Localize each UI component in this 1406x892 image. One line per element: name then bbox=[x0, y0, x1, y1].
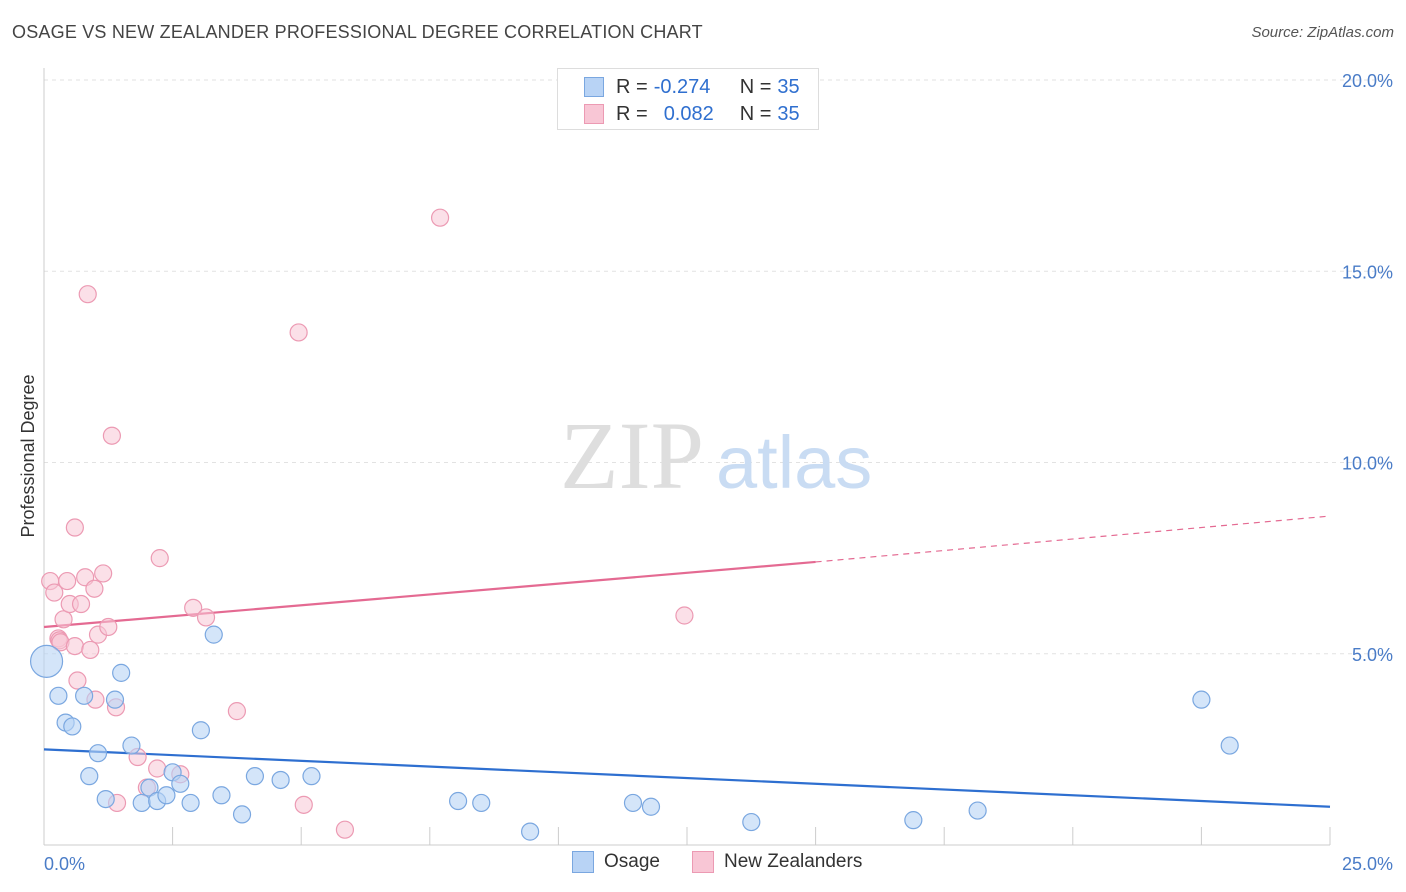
osage-point bbox=[904, 811, 923, 830]
x-tick-min: 0.0% bbox=[44, 854, 85, 874]
nz-point bbox=[94, 564, 113, 583]
axes bbox=[43, 68, 1331, 846]
y-tick-label: 10.0% bbox=[1342, 454, 1393, 474]
osage-swatch bbox=[584, 77, 604, 97]
nz-point bbox=[78, 285, 97, 304]
nz-point bbox=[85, 579, 104, 598]
nz-point bbox=[65, 518, 84, 537]
nz-point bbox=[99, 617, 118, 637]
osage-point bbox=[232, 805, 252, 824]
nz-point bbox=[71, 594, 91, 614]
osage-point bbox=[472, 793, 491, 813]
osage-point bbox=[80, 767, 99, 786]
osage-trend-line bbox=[43, 748, 1331, 808]
osage-point bbox=[112, 663, 131, 682]
legend-row-osage: R = -0.274 N = 35 bbox=[584, 74, 800, 100]
osage-point bbox=[171, 774, 190, 793]
osage-point bbox=[212, 786, 231, 805]
nz-point bbox=[58, 571, 77, 591]
legend-label-osage: Osage bbox=[604, 851, 660, 872]
r-value: -0.274 bbox=[653, 75, 711, 98]
data-points bbox=[29, 208, 1239, 841]
nz-point bbox=[148, 759, 167, 778]
y-tick-label: 5.0% bbox=[1352, 645, 1393, 665]
osage-point bbox=[191, 721, 210, 740]
nz-point bbox=[227, 702, 246, 721]
osage-point bbox=[968, 801, 987, 820]
osage-point bbox=[448, 791, 468, 811]
source-label: Source: ZipAtlas.com bbox=[1251, 24, 1394, 41]
r-value: 0.082 bbox=[663, 102, 714, 125]
osage-point bbox=[623, 793, 643, 813]
y-tick-label: 20.0% bbox=[1342, 71, 1393, 91]
legend-label-nz: New Zealanders bbox=[723, 851, 863, 872]
n-value: 35 bbox=[777, 75, 800, 98]
nz-point bbox=[335, 820, 355, 839]
nz-point bbox=[196, 608, 216, 627]
n-label: N = bbox=[739, 75, 772, 98]
grid-lines bbox=[44, 79, 1393, 655]
osage-point bbox=[181, 793, 200, 813]
osage-point bbox=[29, 644, 64, 679]
nz-point bbox=[184, 598, 203, 617]
osage-point bbox=[1220, 736, 1239, 755]
y-tick-labels: 5.0% 10.0% 15.0% 20.0% bbox=[1342, 71, 1393, 665]
osage-point bbox=[75, 686, 94, 705]
osage-point bbox=[140, 778, 159, 797]
osage-point bbox=[302, 767, 321, 786]
legend-item-nz[interactable]: New Zealanders bbox=[691, 851, 863, 873]
nz-point bbox=[54, 610, 73, 629]
nz-point bbox=[294, 795, 313, 814]
nz-point bbox=[81, 640, 100, 660]
osage-point bbox=[88, 744, 108, 763]
y-tick-label: 15.0% bbox=[1342, 262, 1393, 282]
watermark-zip: ZIP bbox=[560, 402, 704, 509]
osage-point bbox=[96, 789, 115, 809]
legend-item-osage[interactable]: Osage bbox=[572, 851, 660, 873]
nz-swatch bbox=[691, 851, 714, 873]
osage-point bbox=[63, 717, 82, 736]
r-label: R = bbox=[616, 102, 648, 125]
osage-point bbox=[1192, 690, 1211, 709]
series-legend: Osage New Zealanders bbox=[572, 851, 894, 873]
watermark-atlas: atlas bbox=[716, 421, 872, 504]
osage-point bbox=[157, 786, 176, 805]
watermark: ZIP atlas bbox=[560, 402, 872, 509]
osage-point bbox=[641, 797, 661, 816]
nz-point bbox=[430, 208, 450, 227]
osage-point bbox=[49, 686, 68, 705]
osage-point bbox=[105, 690, 125, 709]
osage-point bbox=[271, 770, 290, 790]
nz-swatch bbox=[584, 104, 604, 124]
stats-legend: R = -0.274 N = 35 R = 0.082 N = 35 bbox=[557, 68, 819, 130]
osage-point bbox=[521, 822, 540, 841]
r-label: R = bbox=[616, 75, 648, 98]
nz-trend-line-extension bbox=[815, 515, 1331, 563]
n-label: N = bbox=[739, 102, 772, 125]
nz-point bbox=[102, 426, 122, 445]
x-tick-max: 25.0% bbox=[1342, 854, 1393, 874]
nz-point bbox=[68, 671, 87, 690]
nz-point bbox=[289, 323, 308, 342]
n-value: 35 bbox=[777, 102, 800, 125]
nz-point bbox=[675, 606, 694, 625]
nz-trend-line bbox=[43, 560, 816, 629]
nz-point bbox=[45, 583, 64, 602]
osage-point bbox=[742, 812, 761, 832]
legend-row-nz: R = 0.082 N = 35 bbox=[584, 101, 800, 127]
nz-point bbox=[150, 549, 169, 568]
osage-point bbox=[245, 767, 265, 786]
trend-lines bbox=[43, 515, 1331, 808]
chart-title: OSAGE VS NEW ZEALANDER PROFESSIONAL DEGR… bbox=[12, 22, 703, 42]
nz-point bbox=[65, 636, 84, 656]
osage-swatch bbox=[572, 851, 594, 873]
y-axis-label: Professional Degree bbox=[18, 374, 38, 537]
osage-point bbox=[122, 736, 141, 755]
osage-point bbox=[204, 625, 223, 644]
osage-point bbox=[132, 793, 151, 813]
